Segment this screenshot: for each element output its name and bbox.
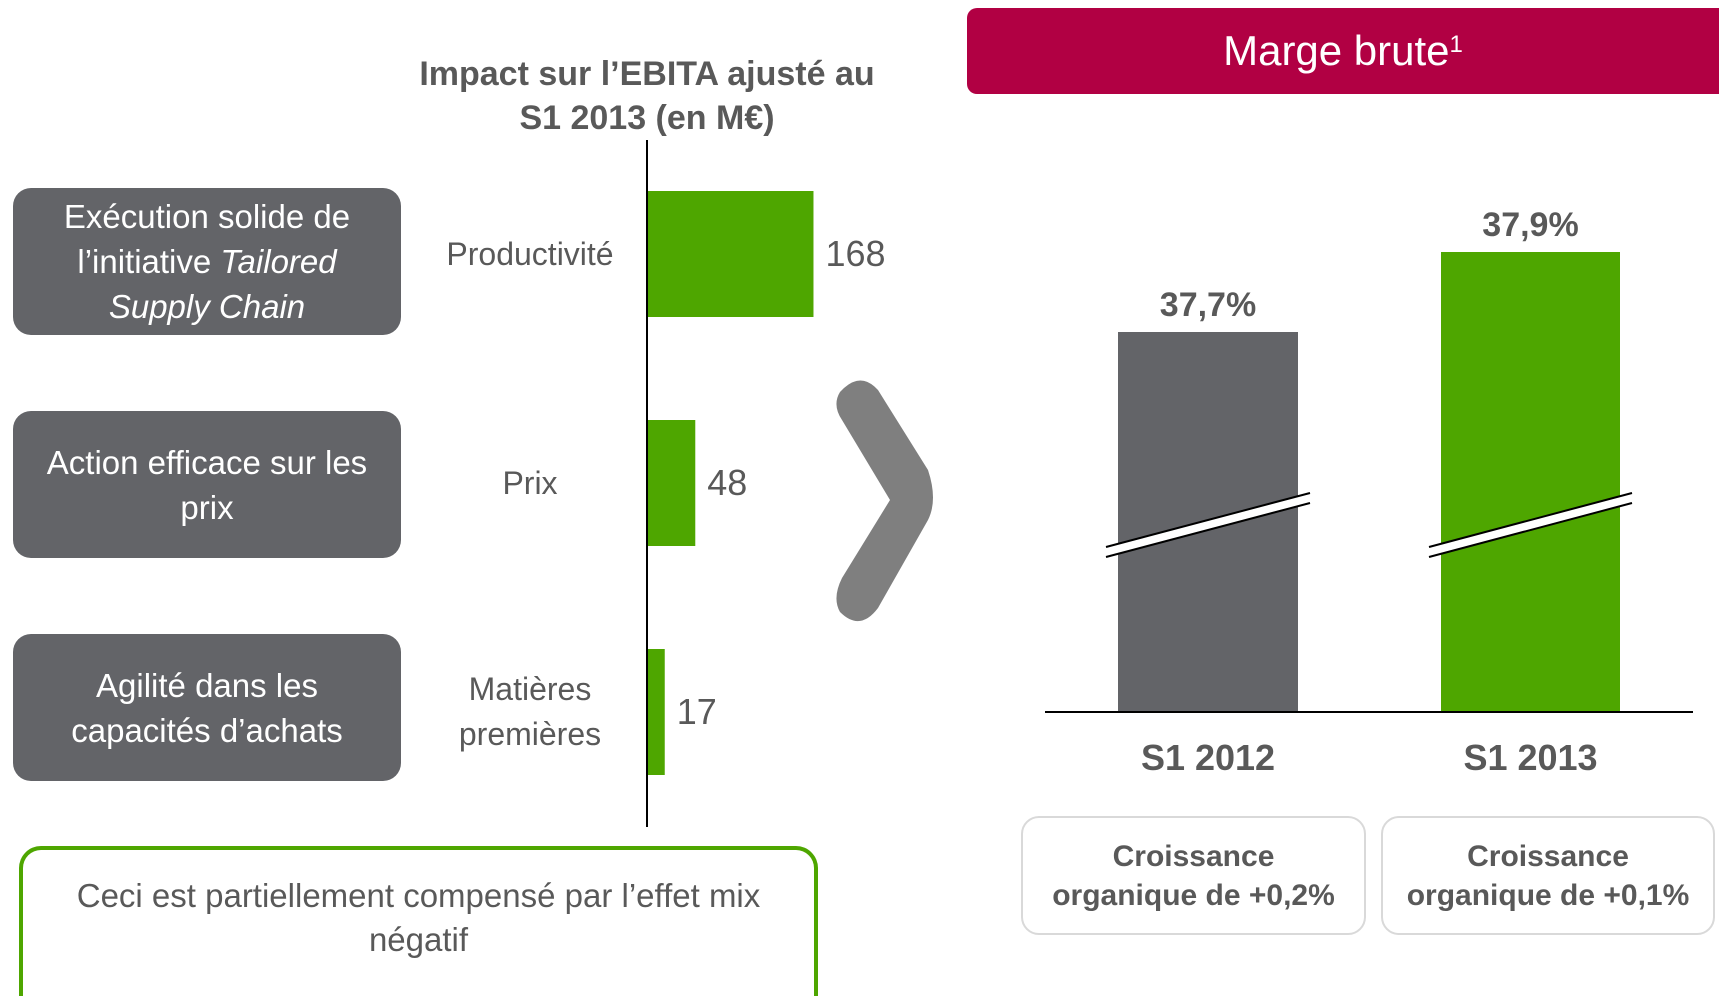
driver-italic: Tailored Supply Chain	[108, 243, 337, 325]
axis-break-line	[1428, 502, 1633, 558]
driver-text: Exécution solide de l’initiative	[63, 198, 351, 280]
driver-box: Action efficace sur les prix	[13, 411, 401, 558]
growth-text: Croissance organique de +0,1%	[1406, 839, 1690, 912]
bar	[1441, 252, 1620, 712]
chart-title: Marge brute	[1223, 27, 1450, 74]
category-label: S1 2013	[1463, 737, 1597, 778]
category-label: Productivité	[446, 235, 614, 272]
note-box: Ceci est partiellement compensé par l’ef…	[19, 846, 818, 996]
growth-text: Croissance organique de +0,2%	[1052, 839, 1335, 912]
bar	[648, 649, 665, 775]
note-text: Ceci est partiellement compensé par l’ef…	[76, 877, 761, 958]
value-label: 17	[677, 691, 717, 732]
growth-box: Croissance organique de +0,2%	[1021, 816, 1366, 935]
category-label: Prix	[502, 464, 558, 501]
title-note: 1	[1449, 31, 1463, 58]
driver-text: Agilité dans les capacités d’achats	[71, 666, 343, 749]
category-label: S1 2012	[1141, 737, 1275, 778]
value-label: 37,7%	[1160, 286, 1256, 324]
chevron	[836, 380, 933, 622]
title-banner: Marge brute 1	[967, 8, 1719, 94]
value-label: 37,9%	[1482, 206, 1578, 244]
bar	[648, 191, 814, 317]
axis-break	[1106, 493, 1310, 557]
chart-title: Impact sur l’EBITA ajusté au S1 2013 (en…	[419, 55, 875, 137]
axis-break	[1429, 493, 1632, 557]
axis-break-line	[1428, 492, 1633, 548]
value-label: 48	[707, 462, 747, 503]
axis-break-line	[1105, 492, 1311, 548]
growth-box: Croissance organique de +0,1%	[1381, 816, 1715, 935]
category-label: Matières premières	[458, 671, 602, 752]
axis-break-line	[1105, 502, 1311, 558]
driver-text: Exécution solide de l’initiative Tailore…	[29, 194, 385, 329]
bar	[648, 420, 696, 546]
driver-box: Agilité dans les capacités d’achats	[13, 634, 401, 781]
driver-text: Action efficace sur les prix	[46, 443, 368, 526]
driver-box: Exécution solide de l’initiative Tailore…	[13, 188, 401, 335]
value-label: 168	[825, 233, 885, 274]
